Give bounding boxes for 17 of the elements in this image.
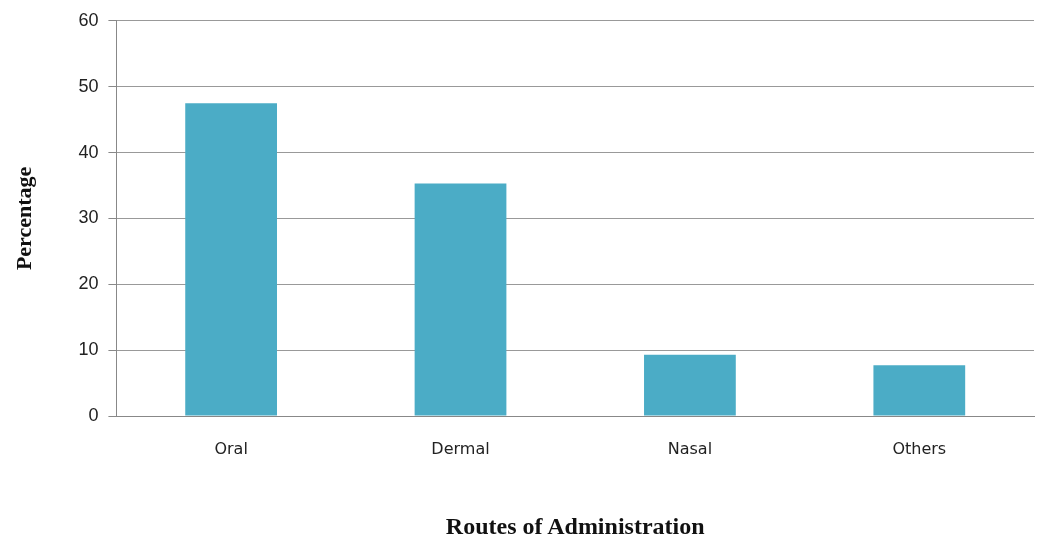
y-tick-label: 60 <box>78 9 99 30</box>
y-tick-label: 40 <box>78 141 99 162</box>
y-tick-label: 10 <box>78 339 99 360</box>
bar <box>414 183 507 416</box>
y-tick-label: 20 <box>78 273 99 294</box>
x-tick-label: Others <box>892 438 947 458</box>
bar <box>644 354 736 416</box>
x-axis-title: Routes of Administration <box>445 512 705 539</box>
bar <box>185 103 277 416</box>
x-tick-label: Dermal <box>431 438 490 458</box>
bar <box>873 365 966 416</box>
x-tick-label: Nasal <box>667 438 713 458</box>
y-tick-label: 0 <box>88 404 99 425</box>
y-axis-title: Percentage <box>10 166 36 271</box>
y-tick-label: 50 <box>78 75 99 96</box>
y-tick-label: 30 <box>78 207 99 228</box>
x-tick-label: Oral <box>214 438 248 458</box>
